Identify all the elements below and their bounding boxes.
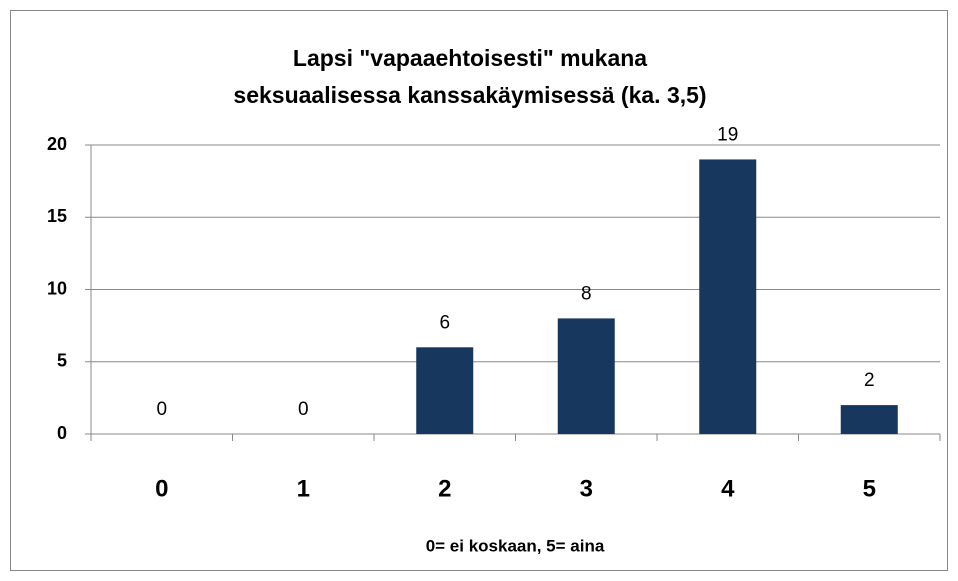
y-tick-label: 5 xyxy=(57,351,67,371)
value-label: 6 xyxy=(439,312,450,333)
x-tick-label: 4 xyxy=(721,475,735,502)
bar xyxy=(699,159,757,434)
x-tick-label: 0 xyxy=(155,475,168,502)
x-tick-label: 2 xyxy=(438,475,451,502)
bar xyxy=(557,318,615,434)
value-label: 19 xyxy=(717,124,738,145)
bar xyxy=(416,347,474,434)
y-tick-label: 15 xyxy=(47,206,67,226)
x-tick-label: 1 xyxy=(297,475,310,502)
chart-border xyxy=(10,10,948,571)
x-tick-label: 3 xyxy=(580,475,593,502)
x-tick-label: 5 xyxy=(863,475,876,502)
y-tick-label: 20 xyxy=(47,134,67,154)
value-label: 0 xyxy=(156,399,167,420)
y-tick-label: 0 xyxy=(57,423,67,443)
bar xyxy=(840,405,898,434)
y-tick-label: 10 xyxy=(47,278,67,298)
value-label: 0 xyxy=(298,399,309,420)
value-label: 8 xyxy=(581,283,592,304)
value-label: 2 xyxy=(864,370,875,391)
chart-title: Lapsi "vapaaehtoisesti" mukana seksuaali… xyxy=(233,45,707,108)
x-axis-label: 0= ei koskaan, 5= aina xyxy=(426,536,605,555)
